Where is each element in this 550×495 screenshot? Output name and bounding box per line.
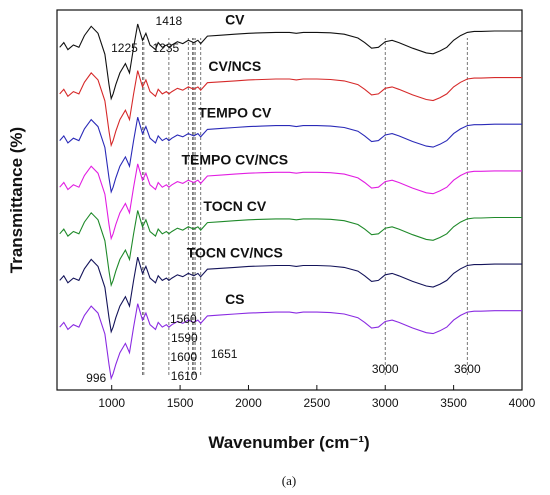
series-lines	[59, 23, 522, 381]
figure-caption: (a)	[282, 473, 296, 488]
series-label: TOCN CV	[203, 198, 266, 214]
peak-label: 996	[86, 371, 106, 385]
x-tick-label: 2500	[304, 396, 331, 410]
series-label: TEMPO CV/NCS	[182, 151, 289, 167]
x-axis-label: Wavenumber (cm⁻¹)	[208, 433, 369, 452]
series-labels: CV CV/NCS TEMPO CV TEMPO CV/NCS TOCN CV TOCN …	[182, 11, 289, 307]
peak-label: 3600	[454, 362, 481, 376]
peak-label: 1651	[211, 347, 238, 361]
series-line	[59, 117, 522, 194]
x-tick-label: 1500	[167, 396, 194, 410]
plot-frame	[56, 9, 523, 391]
x-tick-label: 3000	[372, 396, 399, 410]
x-tick-label: 3500	[440, 396, 467, 410]
series-label: CS	[225, 291, 244, 307]
peak-label: 1418	[156, 14, 183, 28]
plot-area: CV CV/NCS TEMPO CV TEMPO CV/NCS TOCN CV TOCN …	[56, 9, 523, 391]
peak-label: 1600	[170, 350, 197, 364]
x-tick-label: 4000	[509, 396, 536, 410]
series-line	[59, 163, 522, 241]
x-tick-label: 2000	[235, 396, 262, 410]
series-line	[59, 303, 522, 381]
series-label: TOCN CV/NCS	[187, 245, 283, 261]
x-axis: 1000 1500 2000 2500 3000 3500 4000	[98, 385, 536, 410]
series-line	[59, 70, 522, 148]
x-tick-label: 1000	[98, 396, 125, 410]
peak-label: 1235	[152, 41, 179, 55]
series-line	[59, 210, 522, 288]
peak-label: 1560	[170, 312, 197, 326]
series-line	[59, 256, 522, 334]
peak-labels: 1418 1225 1235 1560 1590 1600 1610 1651 996 3000 3…	[86, 14, 481, 385]
peak-label: 3000	[372, 362, 399, 376]
series-label: CV/NCS	[208, 58, 261, 74]
peak-label: 1225	[111, 41, 138, 55]
series-label: CV	[225, 11, 245, 27]
peak-label: 1610	[171, 369, 198, 383]
y-axis-label: Transmittance (%)	[7, 127, 26, 273]
peak-label: 1590	[171, 331, 198, 345]
series-line	[59, 23, 522, 101]
series-label: TEMPO CV	[198, 105, 272, 121]
